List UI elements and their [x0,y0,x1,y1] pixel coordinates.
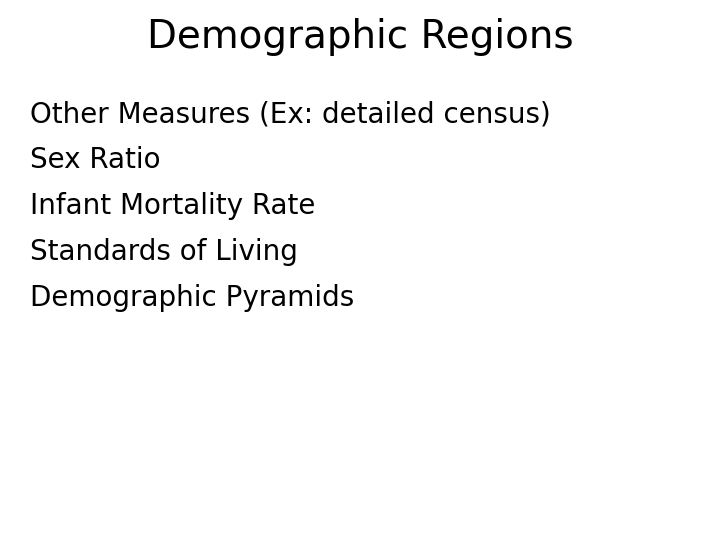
Text: Demographic Pyramids: Demographic Pyramids [30,284,354,312]
Text: Demographic Regions: Demographic Regions [147,18,573,56]
Text: Other Measures (Ex: detailed census): Other Measures (Ex: detailed census) [30,100,551,128]
Text: Infant Mortality Rate: Infant Mortality Rate [30,192,315,220]
Text: Sex Ratio: Sex Ratio [30,146,161,174]
Text: Standards of Living: Standards of Living [30,238,298,266]
